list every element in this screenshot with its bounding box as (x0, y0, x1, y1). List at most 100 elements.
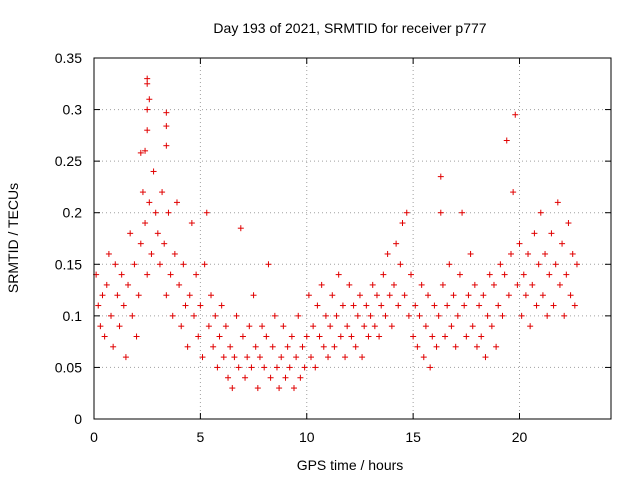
data-point (146, 199, 153, 206)
data-point (278, 354, 285, 361)
data-point (284, 343, 291, 350)
data-point (429, 333, 436, 340)
data-point (210, 343, 217, 350)
data-point (469, 323, 476, 330)
y-tick-label: 0.25 (55, 153, 82, 169)
data-point (261, 364, 268, 371)
data-point (144, 106, 151, 113)
data-point (480, 292, 487, 299)
data-point (144, 80, 151, 87)
data-point (490, 281, 497, 288)
data-point (231, 354, 238, 361)
data-point (203, 209, 210, 216)
data-point (522, 292, 529, 299)
data-point (250, 292, 257, 299)
data-point (335, 271, 342, 278)
data-point (448, 323, 455, 330)
data-point (256, 354, 263, 361)
data-point (437, 209, 444, 216)
data-point (190, 312, 197, 319)
y-tick-label: 0.15 (55, 256, 82, 272)
data-point (367, 312, 374, 319)
data-point (314, 302, 321, 309)
data-point (135, 292, 142, 299)
data-point (329, 292, 336, 299)
data-point (276, 385, 283, 392)
data-point (97, 323, 104, 330)
data-point (433, 343, 440, 350)
data-point (320, 343, 327, 350)
data-point (263, 333, 270, 340)
chart-title: Day 193 of 2021, SRMTID for receiver p77… (213, 20, 486, 36)
data-point (497, 261, 504, 268)
data-point (422, 323, 429, 330)
data-point (129, 312, 136, 319)
data-point (163, 142, 170, 149)
data-point (235, 364, 242, 371)
data-point (163, 123, 170, 130)
data-point (416, 312, 423, 319)
data-point (556, 281, 563, 288)
data-point (478, 333, 485, 340)
data-point (414, 343, 421, 350)
x-tick-labels: 0 5 10 15 20 (90, 429, 527, 445)
data-point (142, 220, 149, 227)
data-point (99, 292, 106, 299)
data-point (259, 323, 266, 330)
data-point (418, 281, 425, 288)
data-point (122, 354, 129, 361)
data-point (233, 312, 240, 319)
data-point (546, 271, 553, 278)
data-point (482, 354, 489, 361)
data-point (425, 292, 432, 299)
data-point (359, 354, 366, 361)
data-point (144, 75, 151, 82)
data-point (161, 240, 168, 247)
data-point (318, 281, 325, 288)
data-point (527, 323, 534, 330)
data-point (461, 302, 468, 309)
data-point (561, 312, 568, 319)
x-tick-label: 15 (405, 429, 421, 445)
data-point (446, 261, 453, 268)
data-point (399, 220, 406, 227)
x-tick-label: 0 (90, 429, 98, 445)
data-point (280, 323, 287, 330)
data-point (503, 137, 510, 144)
data-point (180, 261, 187, 268)
data-point (350, 302, 357, 309)
data-point (525, 250, 532, 257)
data-point (544, 312, 551, 319)
data-point (452, 343, 459, 350)
data-point (371, 323, 378, 330)
y-axis-label: SRMTID / TECUs (5, 183, 21, 293)
data-point (427, 364, 434, 371)
data-point (463, 333, 470, 340)
data-point (512, 111, 519, 118)
data-point (144, 127, 151, 134)
data-point (120, 302, 127, 309)
data-point (363, 302, 370, 309)
data-point (386, 292, 393, 299)
data-point (537, 209, 544, 216)
data-point (539, 292, 546, 299)
data-point (354, 312, 361, 319)
data-point (176, 281, 183, 288)
data-point (293, 354, 300, 361)
data-point (529, 281, 536, 288)
plot-frame (93, 57, 612, 420)
data-point (197, 302, 204, 309)
data-point (356, 292, 363, 299)
data-point (169, 312, 176, 319)
data-point (225, 374, 232, 381)
data-point (378, 302, 385, 309)
data-point (516, 240, 523, 247)
data-point (116, 323, 123, 330)
data-point (108, 312, 115, 319)
data-point (290, 385, 297, 392)
data-point (473, 343, 480, 350)
data-point (118, 271, 125, 278)
data-point (125, 281, 132, 288)
data-point (405, 312, 412, 319)
